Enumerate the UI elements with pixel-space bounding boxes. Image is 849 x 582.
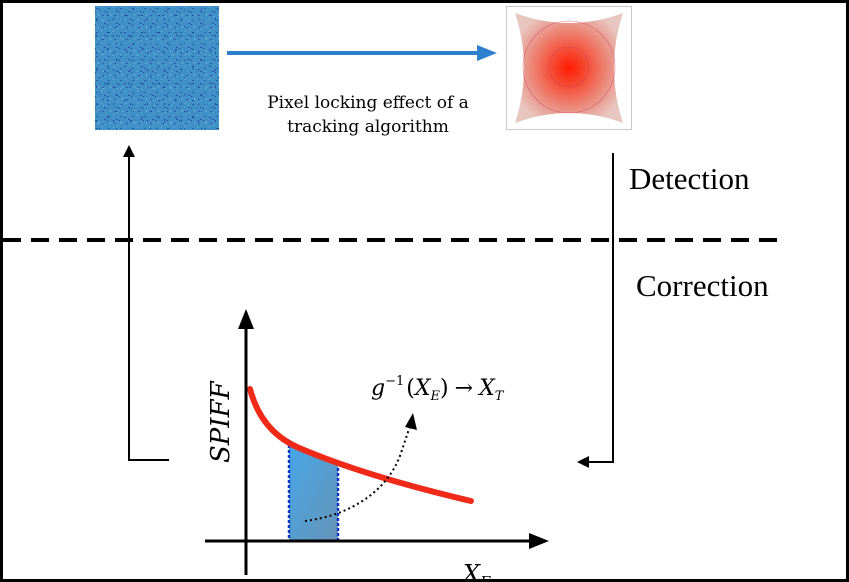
inverse-mapping-equation: g−1(XE) → XT xyxy=(371,374,505,404)
detection-correction-divider xyxy=(3,238,783,242)
spiff-correction-graph: SPIFF XE g−1(XE) → XT xyxy=(205,309,549,582)
caption-line-2: tracking algorithm xyxy=(287,117,449,137)
return-to-input-arrow xyxy=(123,145,169,461)
input-pixel-image xyxy=(95,6,219,130)
correction-label: Correction xyxy=(636,268,769,303)
pixel-locking-histogram-icon xyxy=(515,13,623,123)
caption-line-1: Pixel locking effect of a xyxy=(267,93,469,113)
x-axis-label: XE xyxy=(461,560,491,582)
detection-to-correction-arrow xyxy=(577,153,614,468)
x-axis-arrowhead xyxy=(529,533,549,549)
output-locked-image xyxy=(506,6,632,130)
detection-label: Detection xyxy=(629,161,750,196)
y-axis-arrowhead xyxy=(238,309,254,329)
noisy-pixel-image-icon xyxy=(95,6,219,130)
spiff-curve xyxy=(247,386,474,504)
y-axis-label: SPIFF xyxy=(206,380,236,463)
pixel-locking-caption: Pixel locking effect of a tracking algor… xyxy=(213,91,523,139)
pixel-locking-arrow xyxy=(227,45,497,61)
